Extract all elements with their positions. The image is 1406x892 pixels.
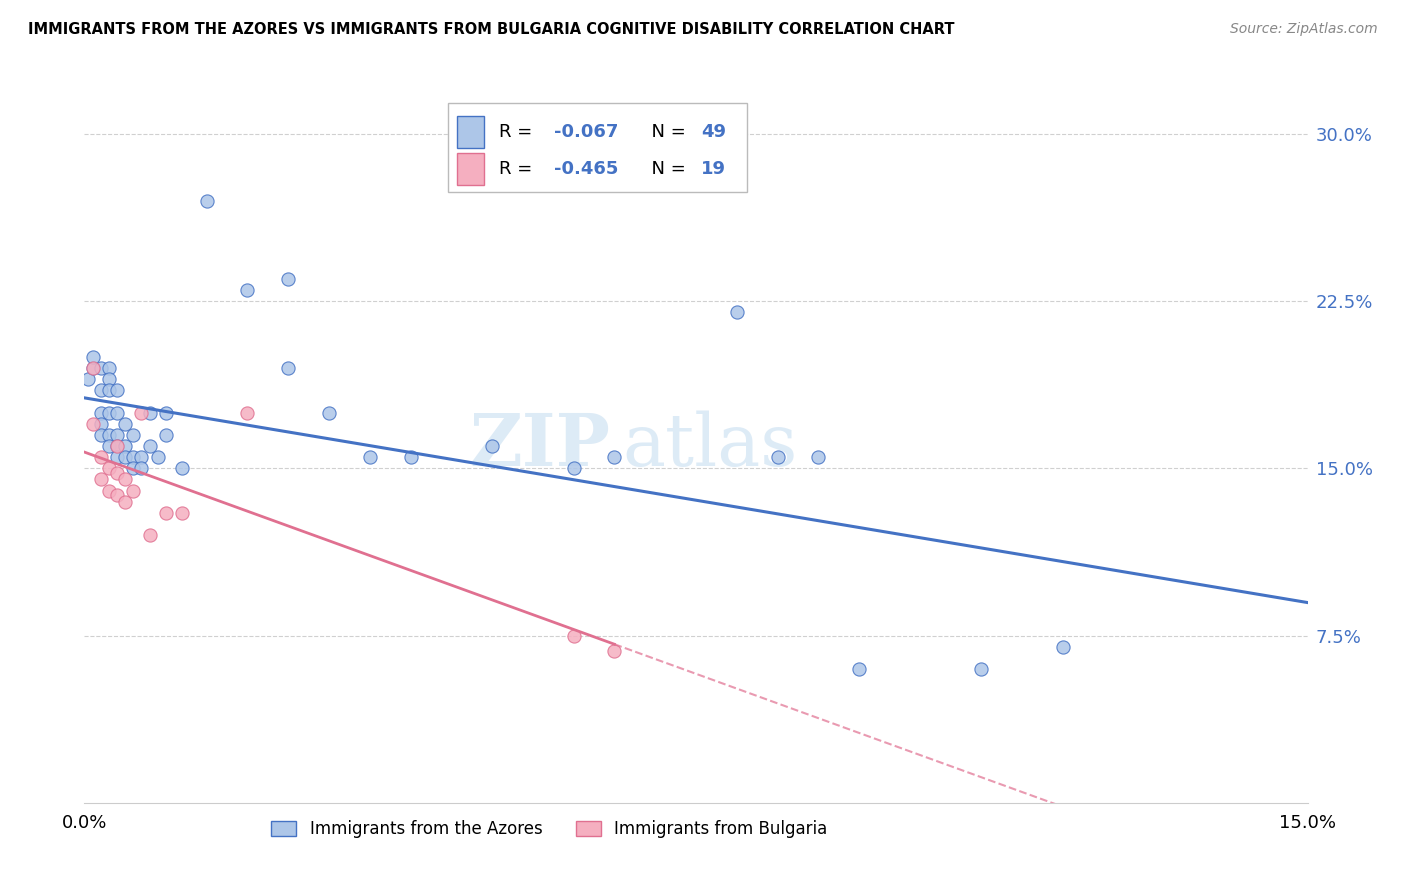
Point — [970, 662, 993, 676]
Point — [766, 450, 789, 464]
Point — [114, 473, 136, 487]
Text: N =: N = — [640, 123, 692, 141]
Point — [82, 350, 104, 364]
Point — [807, 450, 830, 464]
Point — [82, 360, 104, 375]
Point — [90, 417, 112, 431]
Point — [195, 194, 218, 208]
Point — [97, 384, 120, 398]
Point — [105, 488, 128, 502]
Point — [122, 461, 145, 475]
Text: -0.465: -0.465 — [554, 160, 619, 178]
Text: N =: N = — [640, 160, 692, 178]
Point — [105, 384, 128, 398]
Text: 19: 19 — [700, 160, 725, 178]
Point — [97, 372, 120, 386]
Point — [562, 628, 585, 642]
Point — [90, 384, 112, 398]
Point — [1052, 640, 1074, 654]
Point — [138, 528, 160, 542]
Text: R =: R = — [499, 160, 538, 178]
Point — [277, 271, 299, 285]
Point — [90, 450, 112, 464]
Point — [90, 360, 112, 375]
Text: -0.067: -0.067 — [554, 123, 619, 141]
Point — [82, 417, 104, 431]
Point — [105, 427, 128, 442]
Point — [155, 405, 177, 419]
Point — [359, 450, 381, 464]
Point — [138, 405, 160, 419]
Text: ZIP: ZIP — [470, 410, 610, 482]
Point — [82, 360, 104, 375]
Point — [97, 483, 120, 498]
Point — [172, 461, 194, 475]
Text: IMMIGRANTS FROM THE AZORES VS IMMIGRANTS FROM BULGARIA COGNITIVE DISABILITY CORR: IMMIGRANTS FROM THE AZORES VS IMMIGRANTS… — [28, 22, 955, 37]
Point — [562, 461, 585, 475]
Point — [114, 417, 136, 431]
Text: atlas: atlas — [623, 410, 799, 482]
Text: Source: ZipAtlas.com: Source: ZipAtlas.com — [1230, 22, 1378, 37]
Point — [481, 439, 503, 453]
Point — [122, 483, 145, 498]
Point — [236, 283, 259, 297]
Point — [114, 494, 136, 508]
Bar — [457, 153, 484, 185]
Point — [146, 450, 169, 464]
Point — [603, 644, 626, 658]
Point — [97, 427, 120, 442]
Point — [122, 427, 145, 442]
Point — [399, 450, 422, 464]
Text: 49: 49 — [700, 123, 725, 141]
Point — [114, 450, 136, 464]
Point — [131, 450, 153, 464]
Point — [155, 506, 177, 520]
Point — [97, 461, 120, 475]
Point — [105, 466, 128, 480]
Point — [131, 405, 153, 419]
Point — [725, 305, 748, 319]
Point — [90, 473, 112, 487]
Point — [122, 450, 145, 464]
Text: R =: R = — [499, 123, 538, 141]
Bar — [457, 116, 484, 148]
Point — [131, 461, 153, 475]
Point — [172, 506, 194, 520]
Point — [105, 450, 128, 464]
Point — [138, 439, 160, 453]
Point — [97, 360, 120, 375]
Point — [77, 372, 100, 386]
Point — [105, 439, 128, 453]
Point — [114, 439, 136, 453]
Point — [277, 360, 299, 375]
Point — [97, 405, 120, 419]
Point — [105, 405, 128, 419]
Point — [105, 439, 128, 453]
Point — [848, 662, 870, 676]
Point — [155, 427, 177, 442]
Point — [90, 427, 112, 442]
Point — [603, 450, 626, 464]
Point — [318, 405, 340, 419]
Point — [236, 405, 259, 419]
Point — [97, 439, 120, 453]
Legend: Immigrants from the Azores, Immigrants from Bulgaria: Immigrants from the Azores, Immigrants f… — [264, 814, 834, 845]
Point — [90, 405, 112, 419]
FancyBboxPatch shape — [447, 103, 748, 192]
